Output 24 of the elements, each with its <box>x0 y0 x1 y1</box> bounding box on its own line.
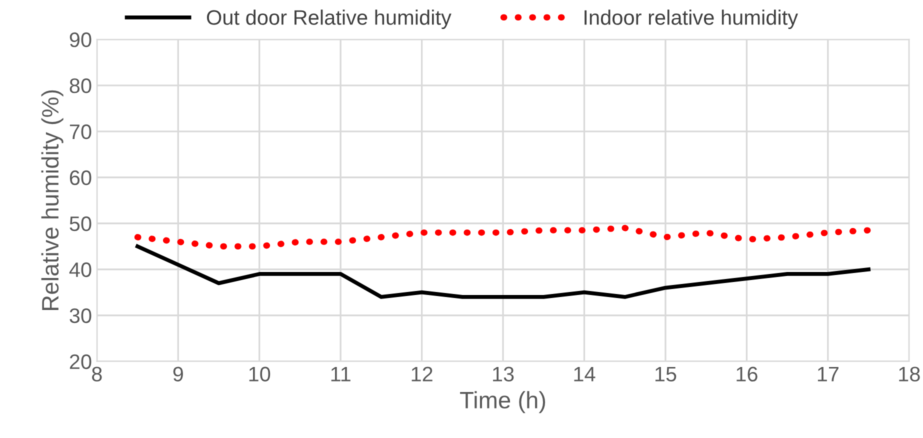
x-tick-label: 16 <box>736 366 758 382</box>
x-tick-label: 8 <box>92 366 102 382</box>
x-tick-label: 17 <box>818 366 838 382</box>
y-tick-label: 50 <box>70 216 92 232</box>
x-tick-label: 11 <box>331 366 350 382</box>
legend-label: Indoor relative humidity <box>584 10 798 30</box>
x-tick-label: 15 <box>655 366 676 382</box>
y-tick-label: 20 <box>70 354 92 370</box>
x-tick-label: 12 <box>412 366 432 382</box>
y-tick-label: 90 <box>70 32 92 48</box>
x-axis-title: Time (h) <box>460 391 546 414</box>
x-tick-label: 14 <box>574 366 596 382</box>
x-tick-label: 10 <box>249 366 270 382</box>
y-tick-label: 60 <box>70 170 92 186</box>
legend-label: Out door Relative humidity <box>206 10 452 30</box>
y-tick-label: 70 <box>70 124 92 140</box>
x-tick-label: 9 <box>173 366 183 382</box>
x-tick-label: 18 <box>899 366 920 382</box>
y-tick-label: 40 <box>69 262 92 278</box>
x-tick-label: 13 <box>493 366 514 382</box>
y-axis-title: Relative humidity (%) <box>41 90 64 310</box>
y-tick-label: 80 <box>70 78 92 94</box>
y-tick-label: 30 <box>70 308 92 324</box>
line-series <box>136 244 870 299</box>
